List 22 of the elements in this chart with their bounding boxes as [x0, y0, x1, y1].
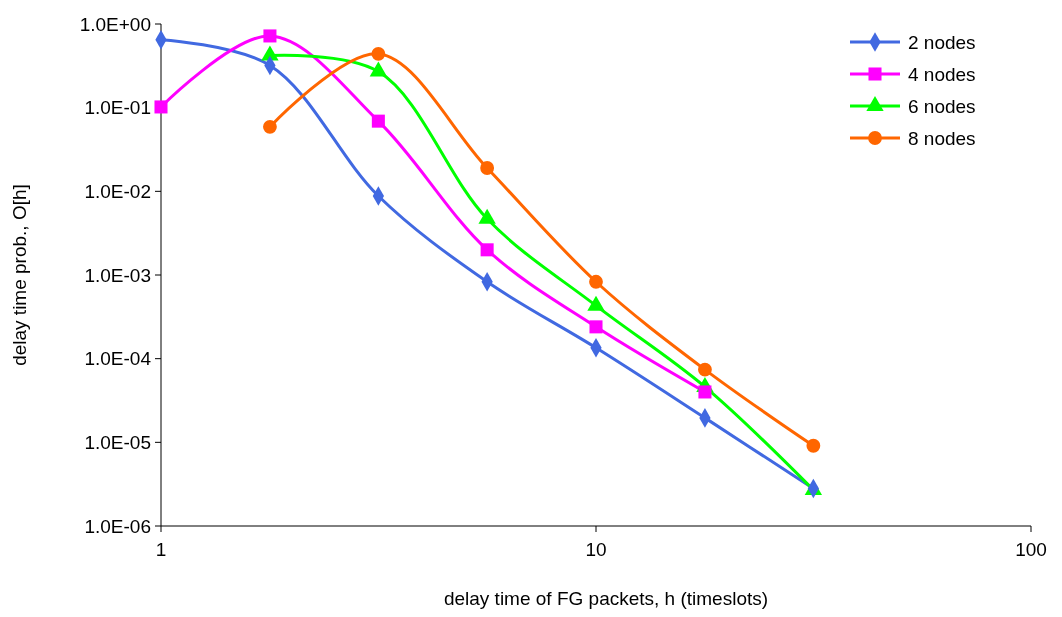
point	[263, 29, 277, 43]
y-tick-label: 1.0E-02	[84, 180, 151, 202]
x-tick-label: 100	[1015, 539, 1047, 560]
x-tick-label: 10	[585, 539, 607, 560]
y-tick-label: 1.0E+00	[79, 13, 151, 35]
legend-label: 8 nodes	[908, 127, 976, 149]
point	[480, 243, 494, 257]
y-tick-label: 1.0E-01	[84, 97, 151, 119]
point	[589, 320, 603, 334]
y-tick-label: 1.0E-06	[84, 515, 151, 537]
legend-label: 2 nodes	[908, 31, 976, 53]
y-tick-label: 1.0E-04	[84, 348, 152, 370]
legend-label: 6 nodes	[908, 95, 976, 117]
point	[154, 100, 168, 114]
x-axis-title: delay time of FG packets, h (timeslots)	[443, 588, 769, 609]
point	[698, 385, 712, 399]
point	[371, 114, 385, 128]
legend-label: 4 nodes	[908, 63, 976, 85]
y-tick-label: 1.0E-03	[84, 264, 151, 286]
y-tick-label: 1.0E-05	[84, 431, 151, 453]
x-tick-label: 1	[155, 539, 167, 560]
y-axis-title: delay time prob., O[h]	[9, 184, 30, 366]
